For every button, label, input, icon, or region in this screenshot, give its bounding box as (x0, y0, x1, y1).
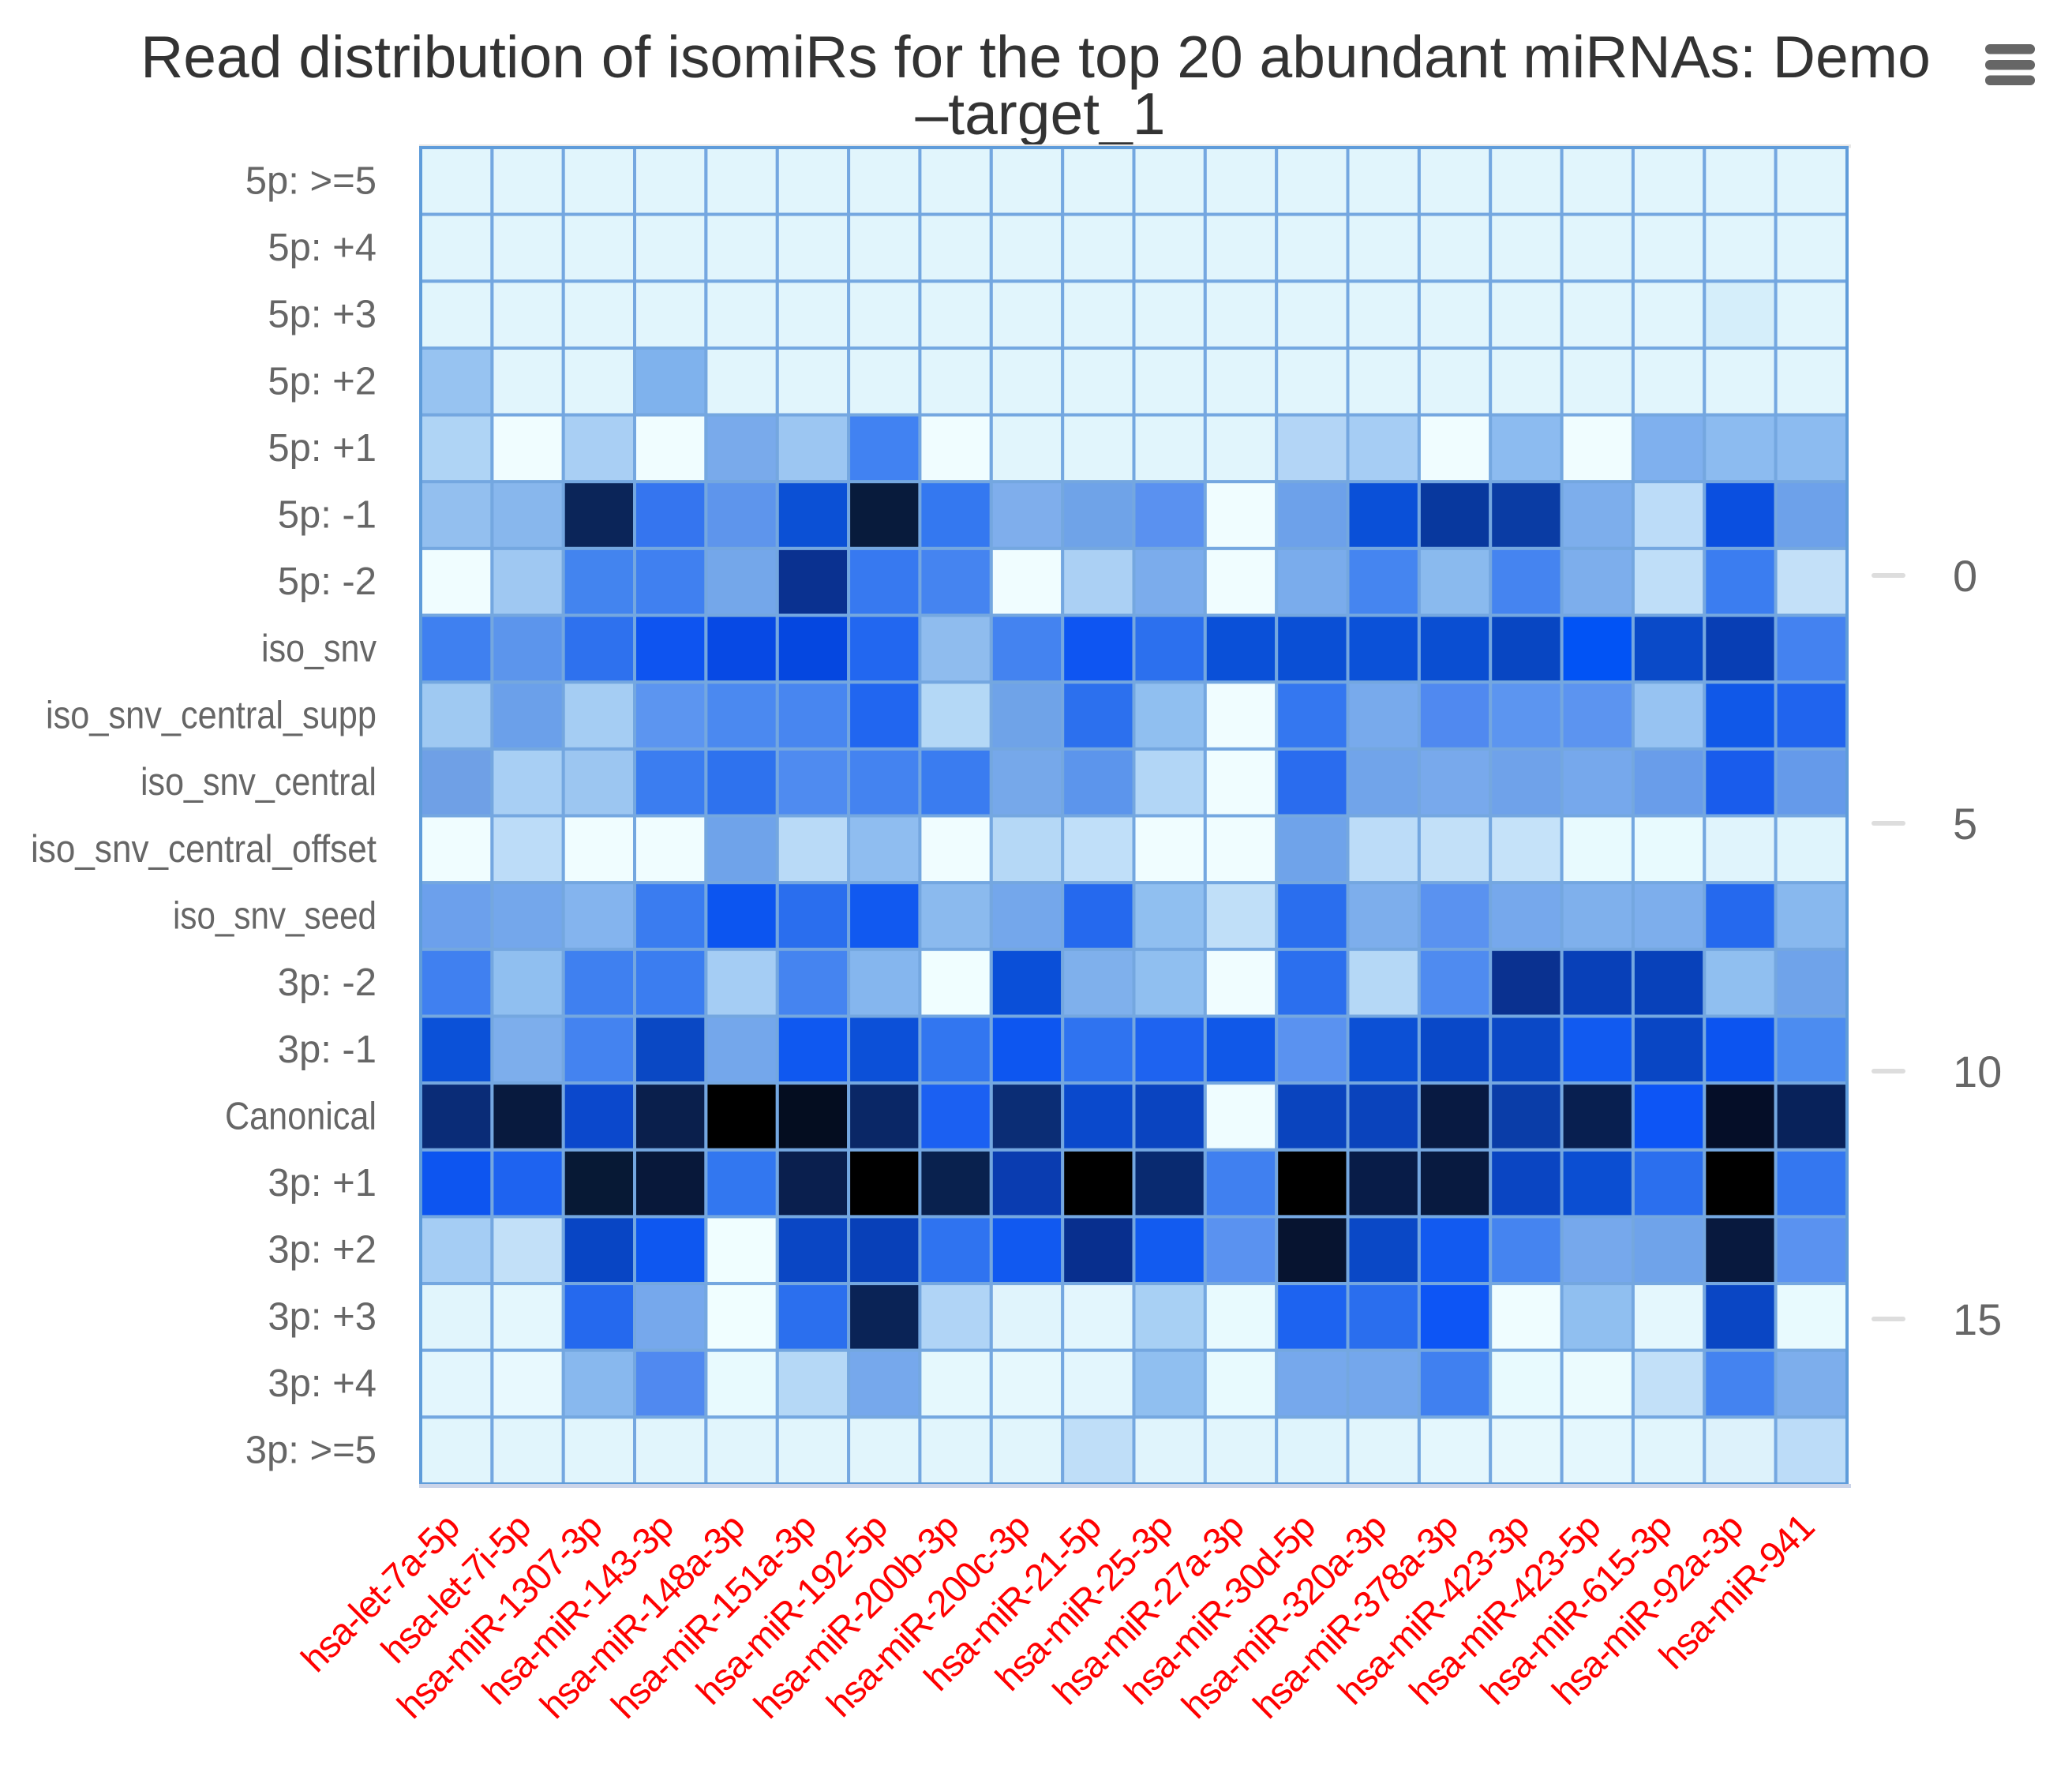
svg-text:10: 10 (1953, 1047, 2002, 1096)
svg-text:3p: >=5: 3p: >=5 (245, 1429, 377, 1472)
svg-text:5p: -1: 5p: -1 (278, 494, 377, 537)
svg-text:5: 5 (1953, 799, 1977, 849)
svg-text:iso_snv_central_supp: iso_snv_central_supp (46, 695, 377, 737)
svg-text:Read distribution of isomiRs f: Read distribution of isomiRs for the top… (141, 24, 1931, 90)
svg-text:3p: +2: 3p: +2 (268, 1229, 377, 1272)
svg-text:5p: +3: 5p: +3 (268, 294, 377, 336)
svg-text:15: 15 (1953, 1295, 2002, 1344)
svg-text:5p: >=5: 5p: >=5 (245, 159, 377, 202)
svg-text:5p: +1: 5p: +1 (268, 427, 377, 470)
svg-text:3p: +1: 3p: +1 (268, 1162, 377, 1205)
svg-text:iso_snv_seed: iso_snv_seed (173, 895, 377, 938)
svg-text:iso_snv_central: iso_snv_central (141, 761, 377, 804)
svg-text:iso_snv: iso_snv (261, 628, 377, 670)
svg-text:3p: -1: 3p: -1 (278, 1029, 377, 1071)
svg-text:–target_1: –target_1 (916, 81, 1166, 147)
svg-text:Canonical: Canonical (225, 1095, 377, 1137)
svg-text:0: 0 (1953, 551, 1977, 601)
svg-text:5p: -2: 5p: -2 (278, 560, 377, 603)
svg-text:5p: +2: 5p: +2 (268, 360, 377, 403)
svg-text:3p: +3: 3p: +3 (268, 1295, 377, 1338)
svg-text:5p: +4: 5p: +4 (268, 227, 377, 269)
svg-text:iso_snv_central_offset: iso_snv_central_offset (31, 828, 377, 871)
svg-text:3p: -2: 3p: -2 (278, 961, 377, 1004)
svg-text:3p: +4: 3p: +4 (268, 1362, 377, 1405)
